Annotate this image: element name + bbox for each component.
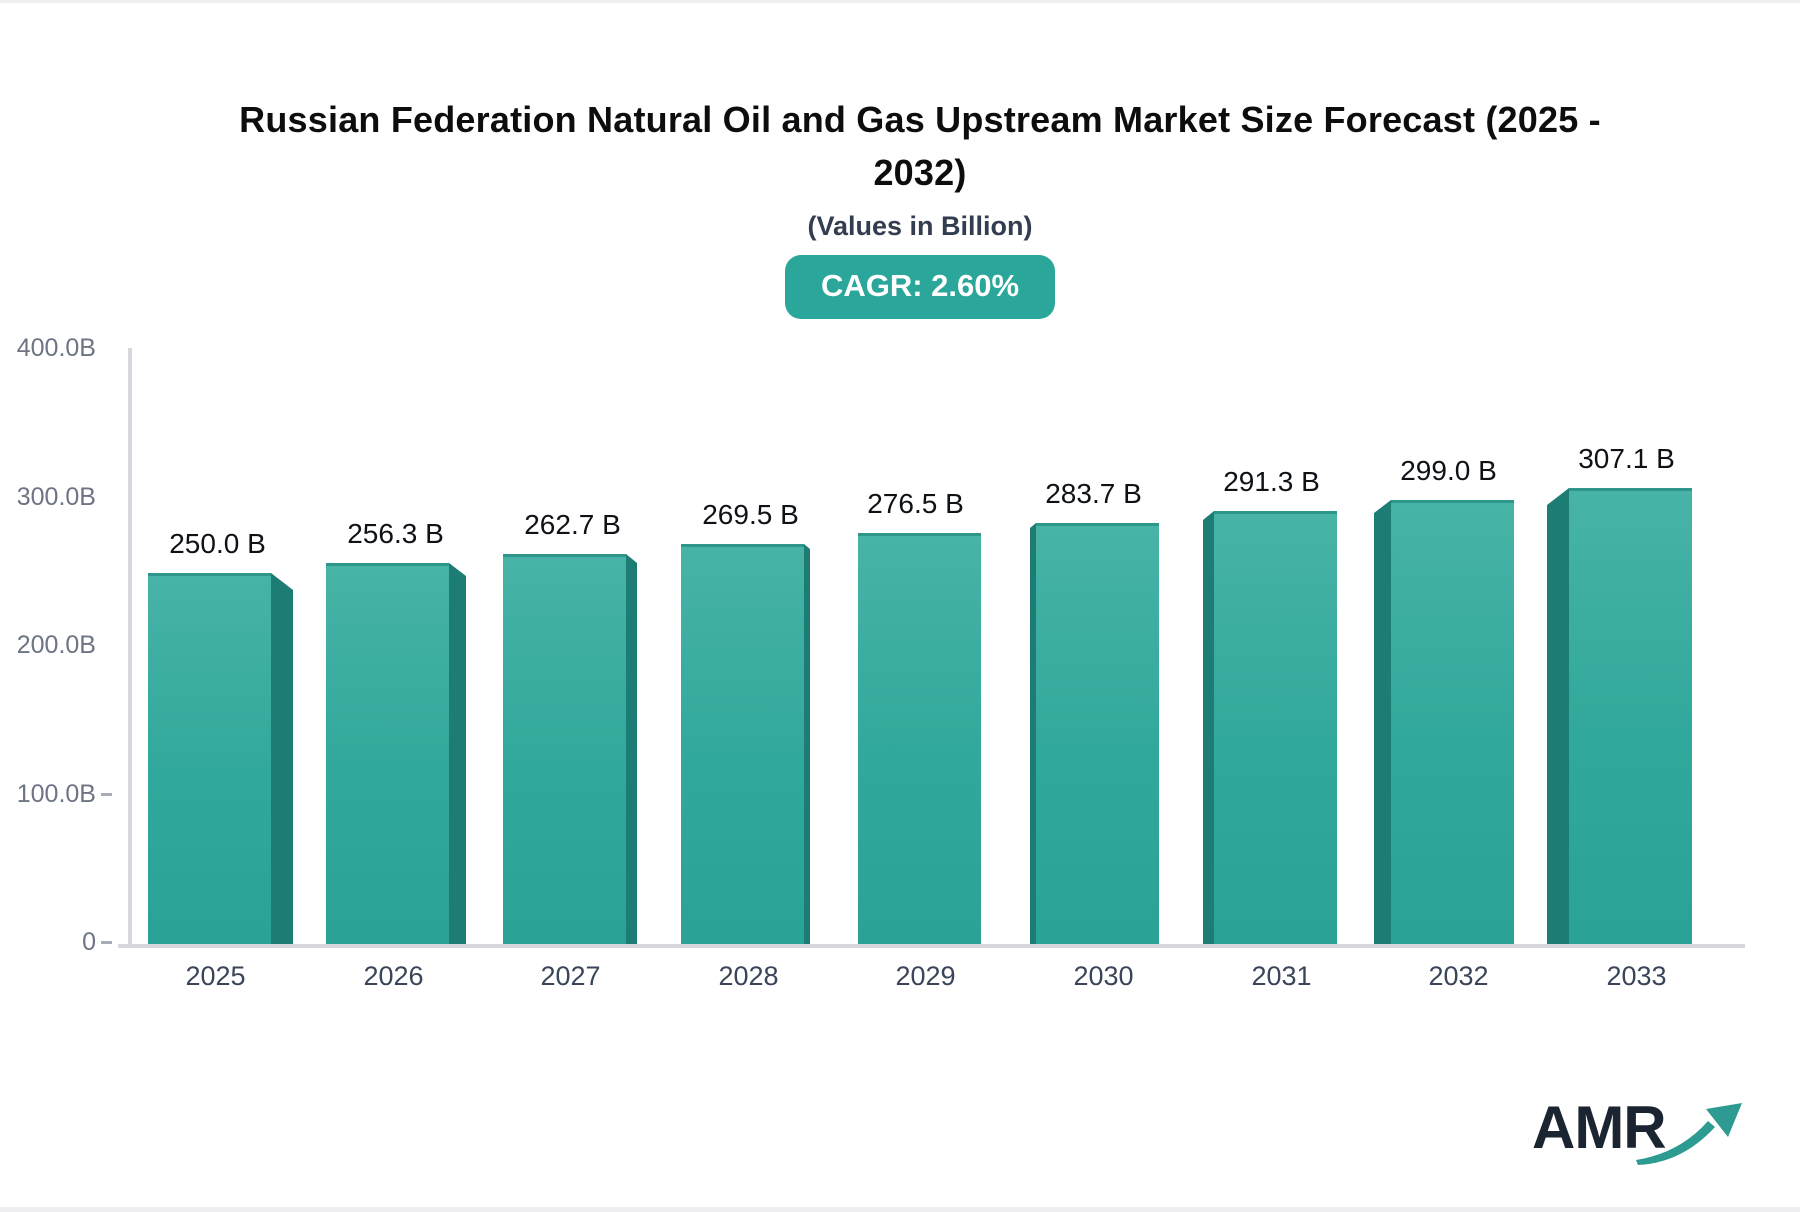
bar-value-label: 269.5 B <box>702 499 799 530</box>
y-tick-label: 200.0B <box>16 631 96 659</box>
bar-2032 <box>1391 500 1514 944</box>
chart-subtitle: (Values in Billion) <box>807 211 1033 241</box>
bar-value-label: 307.1 B <box>1578 443 1675 474</box>
chart-title-line-2: 2032) <box>873 152 967 193</box>
y-tick-dash <box>101 792 112 796</box>
bar-2028 <box>681 544 804 944</box>
bar-value-label: 250.0 B <box>169 528 266 559</box>
bar-side-2031 <box>1203 511 1214 944</box>
bar-value-label: 283.7 B <box>1045 478 1142 509</box>
bar-side-2032 <box>1374 500 1391 944</box>
chart-header: Russian Federation Natural Oil and Gas U… <box>0 93 1800 319</box>
amr-logo-arrow-icon <box>1636 1103 1742 1165</box>
amr-logo: AMR <box>1532 1093 1742 1173</box>
bar-2027 <box>503 554 626 944</box>
y-tick-label: 300.0B <box>16 482 96 511</box>
bar-2030 <box>1036 523 1159 944</box>
x-tick-label-2032: 2032 <box>1428 961 1489 991</box>
cagr-badge: CAGR: 2.60% <box>784 255 1056 319</box>
x-tick-label-2026: 2026 <box>363 961 424 991</box>
bar-side-2028 <box>804 544 810 944</box>
amr-logo-text: AMR <box>1532 1094 1667 1161</box>
bar-value-label: 262.7 B <box>524 509 621 540</box>
bar-2025 <box>148 573 271 944</box>
bar-value-label: 291.3 B <box>1223 466 1320 497</box>
bar-side-2026 <box>449 563 466 944</box>
x-axis-line <box>118 944 1745 948</box>
x-tick-label-2027: 2027 <box>540 961 601 991</box>
x-tick-label-2031: 2031 <box>1251 961 1312 991</box>
bar-value-label: 276.5 B <box>867 488 964 519</box>
bar-2029 <box>858 533 981 944</box>
bar-value-label: 256.3 B <box>347 518 444 549</box>
y-tick-label: 400.0B <box>16 334 96 362</box>
bar-side-2030 <box>1030 523 1036 944</box>
bar-side-2027 <box>626 554 637 944</box>
x-tick-label-2030: 2030 <box>1073 961 1134 991</box>
chart-title-line-1: Russian Federation Natural Oil and Gas U… <box>239 99 1601 140</box>
bar-2026 <box>326 563 449 944</box>
bar-side-2025 <box>271 573 293 944</box>
x-tick-label-2029: 2029 <box>895 961 956 991</box>
bar-side-2033 <box>1547 488 1569 944</box>
y-tick-label: 100.0B <box>16 779 96 808</box>
y-tick-label: 0 <box>82 928 96 956</box>
x-tick-label-2028: 2028 <box>718 961 779 991</box>
y-tick-dash <box>101 941 112 944</box>
y-axis-line <box>128 348 132 946</box>
bar-2031 <box>1214 511 1337 944</box>
x-tick-label-2033: 2033 <box>1606 961 1667 991</box>
bar-2033 <box>1569 488 1692 944</box>
x-tick-label-2025: 2025 <box>185 961 246 991</box>
bar-chart-plot: 400.0B 300.0B 200.0B 100.0B 0 250.0 B 256.3 B… <box>0 3 1800 1207</box>
bar-value-label: 299.0 B <box>1400 455 1497 486</box>
